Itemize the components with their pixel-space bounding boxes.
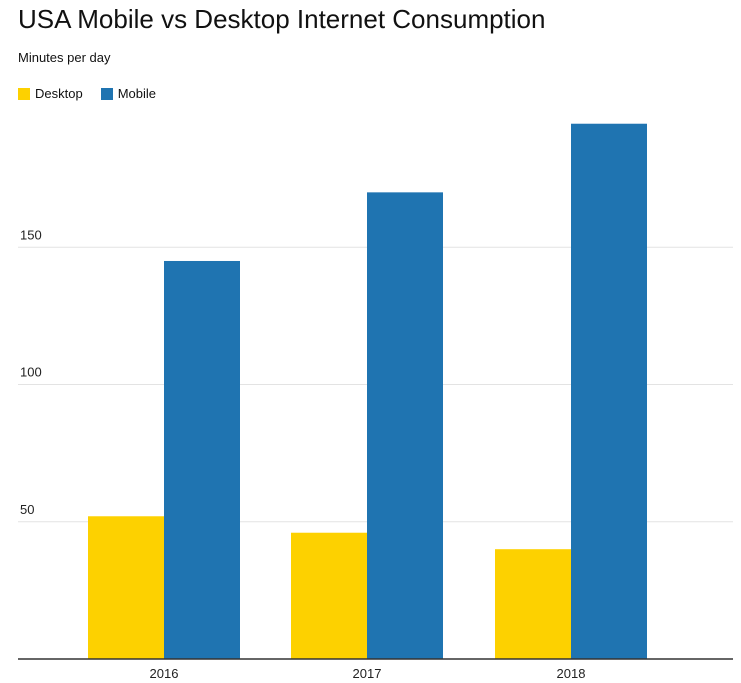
bar-desktop-2016 <box>88 516 164 659</box>
x-tick-label-2017: 2017 <box>353 666 382 681</box>
bar-desktop-2017 <box>291 532 367 659</box>
y-tick-label-150: 150 <box>20 227 42 242</box>
x-tick-label-2018: 2018 <box>557 666 586 681</box>
bar-desktop-2018 <box>495 549 571 659</box>
legend-swatch-desktop <box>18 87 30 100</box>
bar-mobile-2016 <box>164 260 240 659</box>
y-tick-label-50: 50 <box>20 502 34 517</box>
y-tick-label-100: 100 <box>20 365 42 380</box>
chart-title: USA Mobile vs Desktop Internet Consumpti… <box>18 4 546 34</box>
legend-label-mobile: Mobile <box>117 86 156 101</box>
legend: Desktop Mobile <box>18 86 174 101</box>
legend-swatch-mobile <box>100 87 113 100</box>
legend-label-desktop: Desktop <box>35 86 83 101</box>
chart-subtitle: Minutes per day <box>18 50 111 65</box>
bar-mobile-2018 <box>571 123 647 660</box>
x-tick-label-2016: 2016 <box>150 666 179 681</box>
legend-item-mobile: Mobile <box>100 86 156 101</box>
legend-item-desktop: Desktop <box>18 86 83 101</box>
bar-mobile-2017 <box>367 192 443 659</box>
